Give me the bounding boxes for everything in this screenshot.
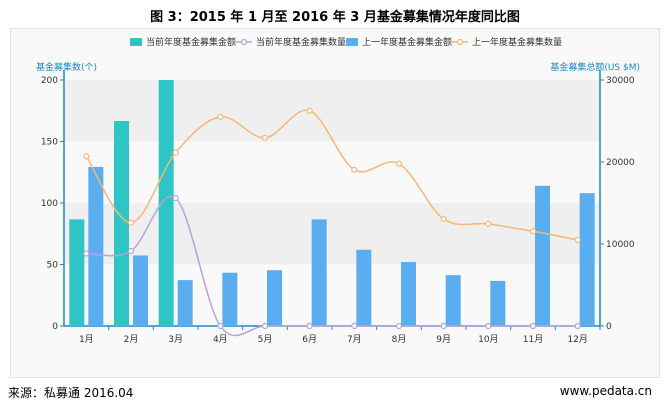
series-point bbox=[127, 219, 135, 226]
left-tick-label: 50 bbox=[47, 261, 59, 271]
series-point bbox=[172, 194, 179, 202]
series-point bbox=[485, 220, 492, 228]
series-point bbox=[395, 160, 403, 167]
bar bbox=[177, 280, 193, 326]
series-point bbox=[127, 247, 135, 255]
left-tick-label: 150 bbox=[41, 138, 58, 148]
grid-band bbox=[64, 80, 600, 142]
left-axis-label: 基金募集数(个) bbox=[36, 61, 97, 73]
series-point bbox=[574, 322, 581, 330]
x-tick-label: 3月 bbox=[168, 334, 183, 345]
grid-band bbox=[64, 203, 600, 265]
site-link[interactable]: www.pedata.cn bbox=[559, 384, 652, 398]
series-point bbox=[217, 113, 224, 121]
series-point bbox=[574, 236, 581, 243]
points bbox=[83, 107, 581, 330]
legend: 当前年度基金募集金额 当前年度基金募集数量 上一年度基金募集金额 上一年度基金募集数量 bbox=[130, 36, 562, 48]
bar bbox=[114, 121, 129, 326]
legend-swatch bbox=[130, 38, 142, 46]
plot-bands bbox=[64, 80, 600, 265]
x-tick-label: 11月 bbox=[523, 334, 543, 345]
right-axis-label: 基金募集总额(US $M) bbox=[550, 61, 640, 73]
x-tick-label: 12月 bbox=[567, 334, 587, 345]
source-note: 来源：私募通 2016.04 bbox=[8, 386, 134, 400]
series-point bbox=[529, 228, 537, 235]
series-point bbox=[440, 215, 447, 223]
series-point bbox=[395, 322, 403, 330]
legend-swatch-dot bbox=[240, 38, 248, 46]
right-tick-label: 30000 bbox=[606, 76, 635, 86]
legend-label: 当前年度基金募集金额 bbox=[146, 36, 236, 48]
x-tick-label: 2月 bbox=[124, 334, 139, 345]
x-tick-label: 1月 bbox=[79, 334, 94, 345]
bar bbox=[535, 185, 550, 326]
x-tick-label: 8月 bbox=[392, 334, 407, 345]
bar bbox=[69, 219, 85, 326]
legend-swatch-dot bbox=[456, 38, 464, 46]
series-point bbox=[172, 149, 179, 156]
bar bbox=[133, 255, 148, 326]
x-tick-label: 5月 bbox=[258, 334, 273, 345]
legend-label: 上一年度基金募集数量 bbox=[472, 36, 562, 48]
bar bbox=[579, 193, 595, 326]
bars bbox=[69, 80, 595, 326]
legend-label: 上一年度基金募集金额 bbox=[362, 36, 452, 48]
series-point bbox=[306, 107, 313, 114]
left-tick-label: 0 bbox=[52, 322, 58, 332]
bar bbox=[158, 80, 174, 326]
series-point bbox=[261, 322, 269, 330]
series-point bbox=[261, 134, 269, 141]
series-point bbox=[83, 250, 90, 257]
series-point bbox=[83, 153, 90, 160]
series-point bbox=[306, 322, 313, 330]
right-tick-label: 20000 bbox=[606, 158, 635, 168]
bar bbox=[490, 280, 506, 326]
bar bbox=[267, 270, 282, 326]
series-point bbox=[351, 322, 358, 330]
bar bbox=[311, 219, 327, 326]
bar bbox=[88, 166, 104, 326]
series-point bbox=[485, 322, 492, 330]
series-point bbox=[529, 322, 537, 330]
right-tick-label: 10000 bbox=[606, 240, 635, 250]
x-tick-label: 4月 bbox=[213, 334, 228, 345]
series-point bbox=[351, 166, 358, 173]
bar bbox=[401, 262, 416, 326]
x-tick-label: 7月 bbox=[347, 334, 362, 345]
series-point bbox=[440, 322, 447, 330]
x-tick-label: 10月 bbox=[478, 334, 498, 345]
series-point bbox=[217, 322, 224, 330]
right-tick-label: 0 bbox=[606, 322, 612, 332]
x-tick-label: 9月 bbox=[436, 334, 451, 345]
x-tick-label: 6月 bbox=[302, 334, 317, 345]
chart-title: 图 3：2015 年 1 月至 2016 年 3 月基金募集情况年度同比图 bbox=[150, 10, 520, 25]
legend-swatch bbox=[346, 38, 358, 46]
bar bbox=[445, 275, 461, 326]
bar bbox=[222, 272, 238, 326]
bar bbox=[356, 249, 372, 326]
left-tick-label: 100 bbox=[41, 199, 58, 209]
legend-label: 当前年度基金募集数量 bbox=[256, 36, 346, 48]
left-tick-label: 200 bbox=[41, 76, 58, 86]
